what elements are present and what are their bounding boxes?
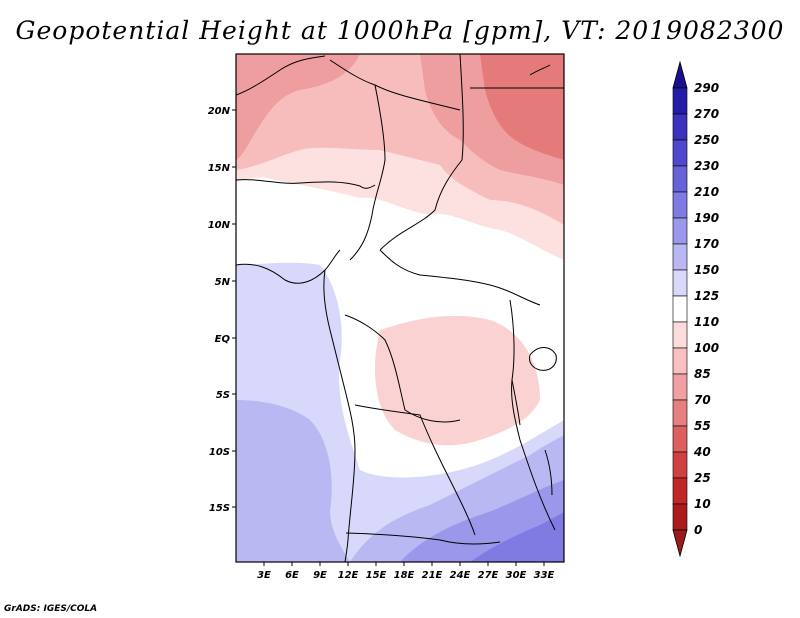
field-band-deep-violet-se	[470, 512, 564, 562]
field-band-pink-central	[375, 315, 540, 446]
colorbar-label: 270	[694, 107, 719, 121]
colorbar-label: 110	[694, 315, 719, 329]
lat-label: 10N	[208, 220, 231, 231]
colorbar-label: 100	[694, 341, 719, 355]
colorbar-box	[672, 295, 688, 323]
colorbar-bottom-arrow	[672, 529, 688, 558]
lon-label: 15E	[366, 570, 387, 581]
lon-label: 12E	[338, 570, 359, 581]
red-sea-coast	[529, 64, 551, 76]
colorbar-box	[672, 373, 688, 401]
lat-ticks	[232, 109, 236, 508]
colorbar-label: 25	[694, 471, 711, 485]
border-libya-niger	[329, 59, 461, 111]
footer-credit: GrADS: IGES/COLA	[4, 604, 98, 614]
colorbar-box	[672, 243, 688, 271]
border-west-sahara	[236, 55, 326, 96]
coastline-gulf-guinea	[323, 269, 356, 562]
lake-victoria	[529, 347, 557, 371]
lat-label: 5N	[215, 277, 231, 288]
colorbar-top-arrow	[672, 60, 688, 89]
colorbar-label: 0	[694, 523, 702, 537]
lat-label: 10S	[209, 447, 230, 458]
colorbar-label: 210	[694, 185, 719, 199]
field-band-purple-sw	[236, 400, 350, 562]
colorbar-label: 190	[694, 211, 719, 225]
lat-labels: 20N 15N 10N 5N EQ 5S 10S 15S	[208, 106, 231, 514]
colorbar-label: 150	[694, 263, 719, 277]
lon-label: 9E	[313, 570, 327, 581]
colorbar-label: 55	[694, 419, 711, 433]
coastline-west-africa	[236, 249, 341, 284]
lon-label: 3E	[257, 570, 271, 581]
colorbar-box	[672, 425, 688, 453]
country-borders	[236, 54, 564, 562]
border-drc-angola	[354, 404, 476, 536]
colorbar-label: 230	[694, 159, 719, 173]
colorbar-box	[672, 477, 688, 505]
lat-label: 15N	[208, 163, 231, 174]
chart-title: Geopotential Height at 1000hPa [gpm], VT…	[15, 16, 785, 45]
lat-label: 5S	[216, 390, 230, 401]
border-congo-river	[344, 314, 461, 423]
colorbar-label: 85	[694, 367, 711, 381]
border-east-lakes	[509, 299, 556, 531]
colorbar-box	[672, 113, 688, 141]
colorbar-label: 125	[694, 289, 719, 303]
lat-label: 20N	[208, 106, 231, 117]
colorbar-box	[672, 451, 688, 479]
colorbar-box	[672, 347, 688, 375]
height-field	[236, 54, 564, 562]
lon-label: 6E	[285, 570, 299, 581]
colorbar-box	[672, 399, 688, 427]
border-sahel	[236, 179, 376, 189]
border-chad-sudan	[379, 54, 464, 251]
lon-label: 30E	[506, 570, 527, 581]
colorbar-box	[672, 87, 688, 115]
colorbar-box	[672, 191, 688, 219]
lake-malawi	[544, 449, 553, 496]
colorbar-box	[672, 217, 688, 245]
border-nigeria-chad	[349, 84, 386, 261]
colorbar-box	[672, 139, 688, 167]
colorbar-label: 290	[694, 81, 719, 95]
colorbar-box	[672, 503, 688, 531]
colorbar-labels: 2902702502302101901701501251101008570554…	[693, 81, 719, 537]
colorbar-box	[672, 269, 688, 297]
border-angola-south	[345, 532, 501, 545]
border-car	[379, 249, 541, 306]
lon-labels: 3E 6E 9E 12E 15E 18E 21E 24E 27E 30E 33E	[257, 570, 554, 581]
lat-label: 15S	[209, 503, 230, 514]
map-frame	[235, 53, 565, 563]
colorbar-label: 250	[694, 133, 719, 147]
lon-label: 27E	[478, 570, 499, 581]
lon-label: 18E	[394, 570, 415, 581]
lon-label: 24E	[450, 570, 471, 581]
lake-tanganyika	[511, 379, 521, 426]
colorbar-label: 170	[694, 237, 719, 251]
field-band-darkest-ne	[480, 54, 564, 160]
field-band-darker-nw	[236, 54, 360, 160]
colorbar-boxes	[672, 87, 688, 531]
lon-label: 21E	[422, 570, 443, 581]
colorbar-box	[672, 165, 688, 193]
colorbar-label: 40	[693, 445, 711, 459]
lat-label: EQ	[215, 334, 231, 345]
colorbar: 2902702502302101901701501251101008570554…	[672, 60, 719, 558]
colorbar-label: 70	[694, 393, 711, 407]
colorbar-box	[672, 321, 688, 349]
colorbar-label: 10	[694, 497, 711, 511]
lon-ticks	[263, 562, 545, 566]
lon-label: 33E	[534, 570, 555, 581]
